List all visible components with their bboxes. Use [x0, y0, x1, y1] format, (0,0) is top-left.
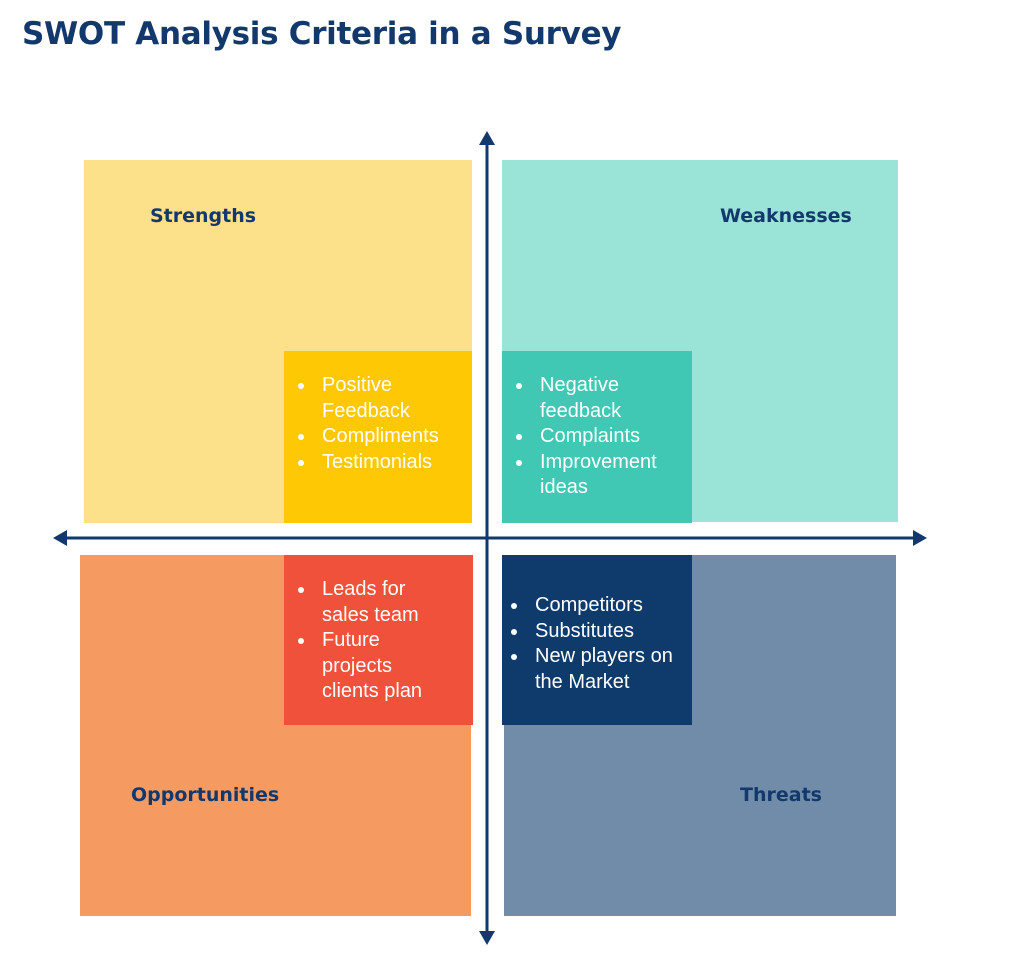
list-item: Negative feedback: [516, 373, 650, 424]
opportunities-list: Leads for sales team Future projects cli…: [284, 577, 473, 705]
strengths-list: Positive Feedback Compliments Testimonia…: [284, 373, 472, 475]
list-item: Future projects clients plan: [298, 628, 447, 705]
opportunities-details: Leads for sales team Future projects cli…: [284, 555, 473, 725]
list-item: Substitutes: [511, 619, 692, 645]
list-item: Leads for sales team: [298, 577, 447, 628]
list-item: Testimonials: [298, 450, 472, 476]
strengths-details: Positive Feedback Compliments Testimonia…: [284, 351, 472, 523]
weaknesses-label: Weaknesses: [720, 205, 852, 227]
weaknesses-quadrant: Weaknesses: [502, 160, 898, 522]
list-item: Improvement ideas: [516, 450, 685, 501]
weaknesses-details: Negative feedback Complaints Improvement…: [502, 351, 692, 523]
threats-label: Threats: [740, 784, 822, 806]
list-item: Competitors: [511, 593, 692, 619]
arrow-up-icon: [479, 131, 495, 145]
threats-list: Competitors Substitutes New players on t…: [502, 593, 692, 695]
arrow-right-icon: [913, 530, 927, 546]
arrow-down-icon: [479, 931, 495, 945]
arrow-left-icon: [53, 530, 67, 546]
strengths-label: Strengths: [150, 205, 257, 227]
list-item: New players on the Market: [511, 644, 695, 695]
list-item: Complaints: [516, 424, 692, 450]
weaknesses-list: Negative feedback Complaints Improvement…: [502, 373, 692, 501]
threats-details: Competitors Substitutes New players on t…: [502, 555, 692, 725]
list-item: Compliments: [298, 424, 472, 450]
page-title: SWOT Analysis Criteria in a Survey: [22, 16, 622, 52]
list-item: Positive Feedback: [298, 373, 432, 424]
opportunities-label: Opportunities: [131, 784, 280, 806]
